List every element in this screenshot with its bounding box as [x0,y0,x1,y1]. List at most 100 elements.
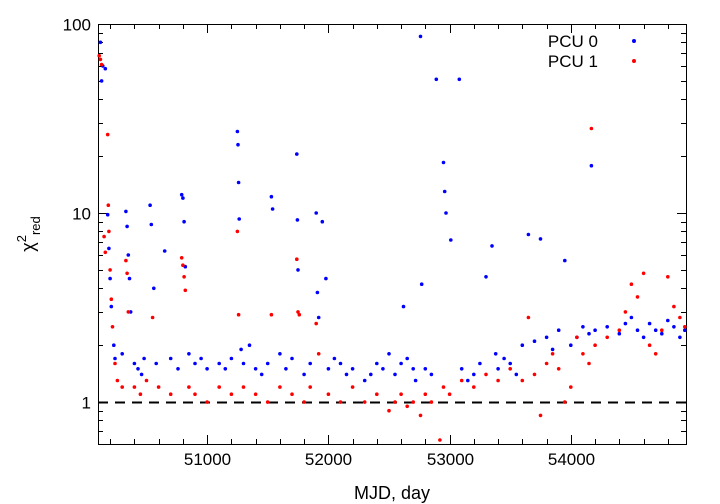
data-point [269,194,274,199]
data-point [308,361,313,366]
data-point [149,222,154,227]
data-point [295,257,299,262]
data-point [154,361,158,366]
data-point [229,392,234,397]
data-point [496,367,500,371]
data-point [259,372,264,377]
series-pcu-0 [98,34,687,383]
legend-marker-pcu0 [632,39,636,43]
data-point [139,372,144,377]
data-point [290,392,294,397]
data-point [496,378,500,383]
data-point [308,385,313,389]
data-point [105,212,110,217]
data-point [136,367,140,371]
data-point [112,343,116,348]
data-point [653,352,658,356]
data-point [387,352,391,356]
data-point [493,352,498,356]
data-point [375,392,379,397]
data-point [168,356,173,361]
data-point [672,325,676,329]
data-point [324,276,328,281]
data-point [235,229,240,234]
data-point [623,310,628,314]
data-point [302,372,306,377]
data-point [179,192,184,197]
data-point [297,312,302,317]
data-point [278,385,282,389]
plot-frame [98,24,687,445]
x-tick-label: 51000 [184,450,231,469]
data-point [138,392,143,397]
legend-marker-pcu1 [632,59,636,63]
data-point [429,400,434,404]
data-point [532,372,537,377]
data-point [381,367,385,371]
data-point [629,282,634,287]
data-point [683,328,687,333]
data-point [678,335,682,340]
data-point [672,304,676,309]
data-point [581,352,585,356]
data-point [187,385,191,389]
data-point [556,328,561,333]
data-point [484,372,488,377]
data-point [269,312,274,317]
data-point [253,367,258,371]
data-point [98,40,103,45]
data-point [132,385,137,389]
data-point [108,268,112,272]
data-point [181,263,185,268]
y-axis-label-main: χ [18,242,38,252]
data-point [229,356,234,361]
data-point [526,232,531,237]
data-point [181,196,185,200]
data-point [641,271,646,276]
data-point [544,361,549,366]
data-point [295,152,299,156]
data-point [441,160,446,165]
data-point [556,367,561,371]
data-point [350,367,355,371]
data-point [217,361,221,366]
data-point [478,361,482,366]
data-point [350,385,355,389]
data-point [683,325,687,329]
data-point [284,367,288,371]
data-point [459,367,464,371]
data-point [623,321,628,326]
data-point [132,361,137,366]
data-point [241,361,246,366]
data-point [241,385,246,389]
data-point [605,335,609,340]
data-point [678,315,682,320]
data-point [444,211,448,215]
data-point [589,163,594,168]
data-point [550,352,555,356]
data-point [520,378,525,383]
data-point [183,288,188,293]
data-point [401,304,406,309]
data-point [217,385,221,389]
data-point [193,392,197,397]
data-point [109,297,114,302]
data-point [99,79,104,83]
data-point [295,218,300,222]
data-point [302,400,306,404]
data-point [320,219,325,224]
data-point [526,315,531,320]
data-point [223,367,228,371]
data-point [97,53,101,58]
data-point [442,189,447,194]
data-point [387,408,391,413]
data-point [113,356,117,361]
data-point [103,250,108,255]
data-point [538,413,543,418]
legend: PCU 0 PCU 1 [548,32,636,71]
data-point [641,335,646,340]
data-point [569,385,573,389]
data-point [544,335,549,340]
y-tick-label: 1 [82,394,91,413]
data-point [326,367,331,371]
